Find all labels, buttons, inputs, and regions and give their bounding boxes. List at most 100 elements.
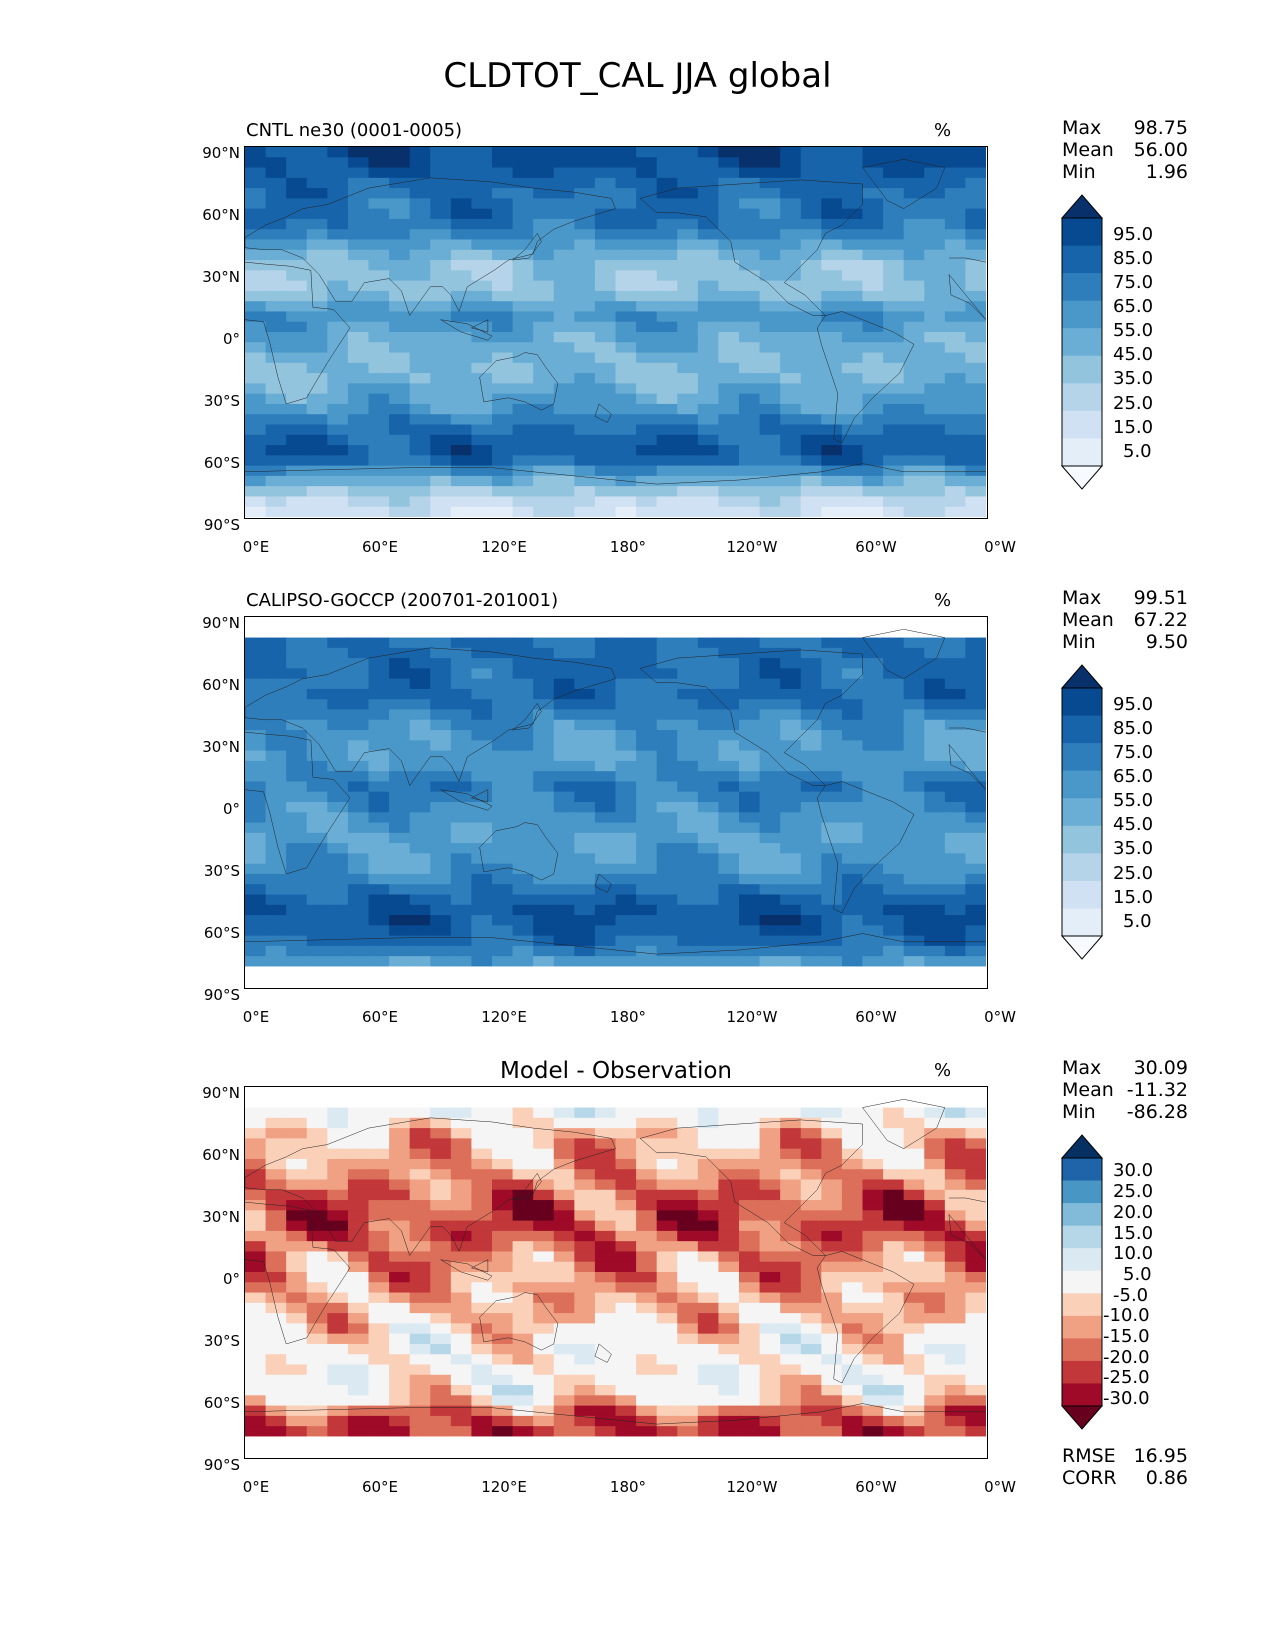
field-cell [594,1169,617,1181]
empty-cell [286,1436,308,1448]
field-cell [347,475,370,488]
field-cell [965,1323,986,1335]
field-cell [553,956,576,968]
field-cell [286,208,308,220]
field-cell [492,853,514,865]
coastline [595,874,611,893]
field-cell [286,678,308,690]
field-cell [821,1364,843,1376]
field-cell [841,1241,864,1253]
field-cell [944,177,967,190]
empty-cell [965,1436,986,1448]
field-cell [306,822,329,834]
field-cell [944,1313,967,1325]
field-cell [347,904,370,917]
field-cell [533,373,555,385]
field-cell [841,1354,864,1366]
empty-cell [944,976,967,987]
field-cell [883,873,905,886]
field-cell [636,956,658,968]
field-cell [800,1333,823,1345]
field-cell [780,147,802,159]
panel-3-corr-value: 0.86 [1145,1467,1188,1489]
panel-3-rmse-label: RMSE [1062,1445,1116,1467]
field-cell [327,832,349,845]
field-cell [656,802,679,814]
field-cell [883,699,905,711]
field-cell [656,434,679,447]
field-cell [512,791,535,804]
empty-cell [656,627,679,639]
empty-cell [450,617,473,629]
field-cell [944,781,967,793]
field-cell [883,414,905,426]
field-cell [965,812,986,824]
coastline [245,1118,616,1256]
field-cell [965,270,986,282]
field-cell [450,1148,473,1160]
field-cell [677,434,699,447]
field-cell [862,709,885,721]
field-cell [821,760,843,773]
field-cell [697,342,720,354]
field-cell [533,863,555,875]
field-cell [471,740,494,752]
field-cell [574,750,596,762]
field-cell [286,249,308,262]
field-cell [306,1354,329,1366]
field-cell [430,445,452,457]
field-cell [471,1200,494,1212]
field-cell [697,1374,720,1387]
field-cell [965,260,986,272]
field-cell [286,1426,308,1438]
field-cell [368,853,391,865]
field-cell [759,719,782,732]
field-cell [821,884,843,896]
field-cell [389,730,411,742]
field-cell [615,218,638,231]
field-cell [656,496,679,508]
field-cell [821,434,843,447]
field-cell [718,342,741,354]
field-cell [265,771,288,783]
coastline [640,180,862,316]
field-cell [265,658,288,670]
field-cell [286,1117,308,1130]
panel-2-ytick: 90°S [203,986,240,1004]
field-cell [615,925,638,937]
field-cell [697,925,720,937]
field-cell [450,647,473,660]
field-cell [265,1323,288,1335]
colorbar-frame [1061,217,1103,467]
field-cell [656,1426,679,1438]
panel-2-cb-label: 15.0 [1113,887,1154,908]
field-cell [574,945,596,958]
empty-cell [841,1087,864,1099]
field-cell [656,280,679,292]
field-cell [471,445,494,457]
field-cell [718,1292,741,1304]
field-cell [739,1220,761,1232]
field-cell [965,403,986,416]
field-cell [553,1158,576,1171]
field-cell [780,311,802,323]
field-cell [821,1241,843,1253]
field-cell [697,935,720,947]
field-cell [471,147,494,159]
field-cell [450,1374,473,1387]
field-cell [450,239,473,251]
field-cell [245,1179,267,1191]
field-cell [430,1385,452,1397]
empty-cell [471,1097,494,1109]
field-cell [471,791,494,804]
field-cell [718,678,741,690]
field-cell [409,1385,432,1397]
field-cell [841,884,864,896]
field-cell [471,1169,494,1181]
field-cell [883,678,905,690]
colorbar-extend-bottom [1060,1405,1104,1430]
field-cell [780,465,802,477]
field-cell [903,486,926,498]
field-cell [800,280,823,292]
panel-3-stat-max: 30.09 [1133,1057,1188,1079]
